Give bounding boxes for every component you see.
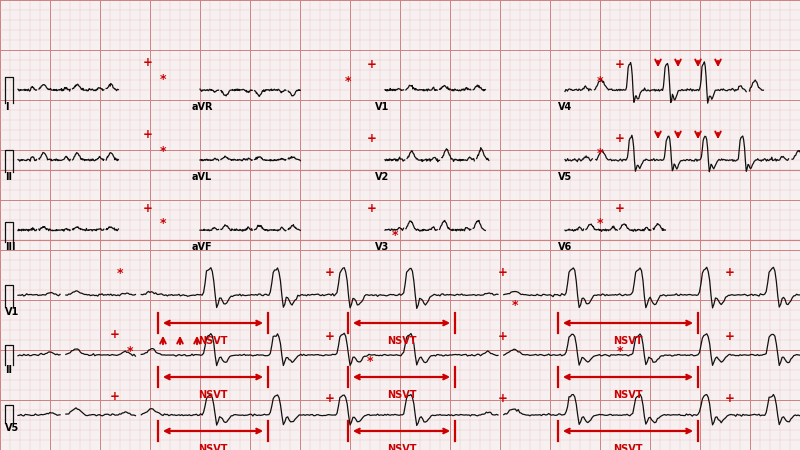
Text: +: +	[143, 129, 153, 141]
Text: II: II	[5, 365, 12, 375]
Text: +: +	[725, 330, 735, 343]
Text: NSVT: NSVT	[386, 444, 416, 450]
Text: *: *	[345, 76, 351, 89]
Text: II: II	[5, 172, 12, 182]
Text: *: *	[512, 298, 518, 311]
Text: NSVT: NSVT	[198, 444, 228, 450]
Text: NSVT: NSVT	[386, 336, 416, 346]
Text: NSVT: NSVT	[614, 336, 642, 346]
Text: NSVT: NSVT	[386, 390, 416, 400]
Text: V5: V5	[558, 172, 572, 182]
Text: *: *	[126, 345, 134, 357]
Text: +: +	[498, 330, 508, 343]
Text: V2: V2	[375, 172, 390, 182]
Text: +: +	[325, 392, 335, 405]
Text: NSVT: NSVT	[198, 390, 228, 400]
Text: aVF: aVF	[192, 242, 213, 252]
Text: +: +	[325, 266, 335, 279]
Text: *: *	[392, 229, 398, 242]
Text: +: +	[143, 55, 153, 68]
Text: aVR: aVR	[192, 102, 214, 112]
Text: *: *	[597, 217, 603, 230]
Text: *: *	[617, 345, 623, 357]
Text: *: *	[366, 355, 374, 368]
Text: +: +	[110, 391, 120, 404]
Text: +: +	[367, 58, 377, 72]
Text: *: *	[160, 73, 166, 86]
Text: V5: V5	[5, 423, 19, 433]
Text: V4: V4	[558, 102, 572, 112]
Text: aVL: aVL	[192, 172, 212, 182]
Text: I: I	[5, 102, 9, 112]
Text: +: +	[615, 202, 625, 215]
Text: *: *	[117, 266, 123, 279]
Text: V6: V6	[558, 242, 572, 252]
Text: V1: V1	[5, 307, 19, 317]
Text: +: +	[725, 266, 735, 279]
Text: NSVT: NSVT	[614, 444, 642, 450]
Text: NSVT: NSVT	[614, 390, 642, 400]
Text: NSVT: NSVT	[198, 336, 228, 346]
Text: *: *	[597, 76, 603, 89]
Text: +: +	[498, 392, 508, 405]
Text: +: +	[615, 131, 625, 144]
Text: +: +	[498, 266, 508, 279]
Text: +: +	[367, 131, 377, 144]
Text: +: +	[325, 330, 335, 343]
Text: +: +	[110, 328, 120, 342]
Text: III: III	[5, 242, 15, 252]
Text: *: *	[160, 145, 166, 158]
Text: V3: V3	[375, 242, 390, 252]
Text: *: *	[160, 217, 166, 230]
Text: *: *	[597, 148, 603, 161]
Text: +: +	[615, 58, 625, 72]
Text: +: +	[725, 392, 735, 405]
Text: +: +	[143, 202, 153, 215]
Text: +: +	[367, 202, 377, 215]
Text: V1: V1	[375, 102, 390, 112]
